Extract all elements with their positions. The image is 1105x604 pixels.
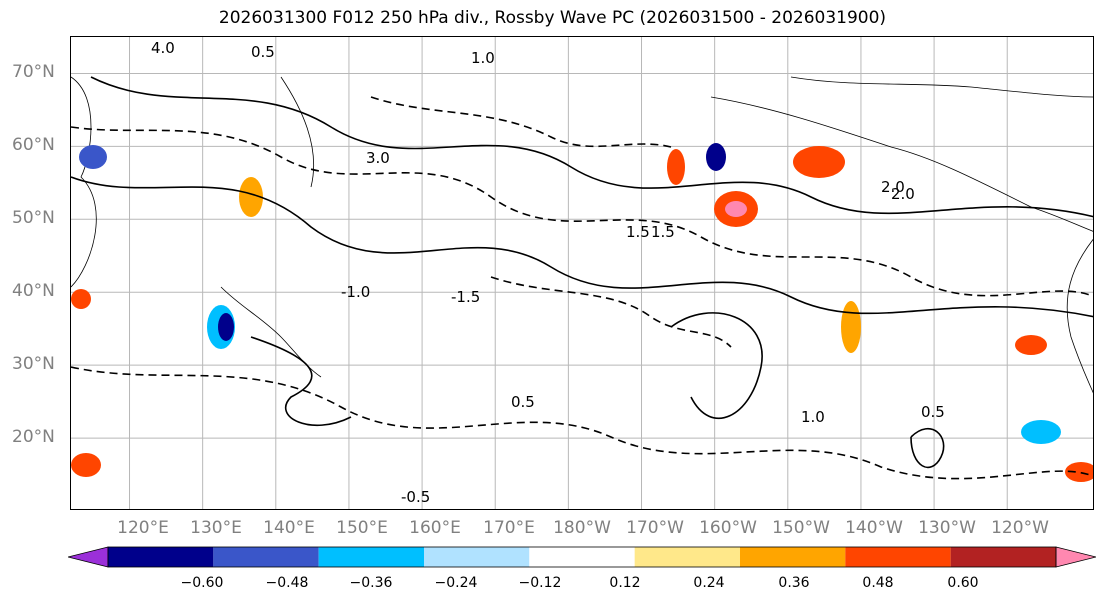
rossby-wave-contours: [71, 76, 1093, 480]
colorbar-tick-label: 0.48: [862, 575, 894, 591]
contour-positive: [910, 428, 945, 469]
shade-blob: [841, 301, 861, 353]
lat-label: 20°N: [12, 427, 55, 447]
contour-label: 3.0: [366, 149, 390, 167]
contour-negative: [71, 126, 1093, 298]
shade-blob: [1015, 335, 1047, 355]
contour-label: 1.5: [651, 223, 675, 241]
contour-positive: [250, 336, 352, 427]
colorbar-segment: [634, 547, 740, 567]
graticule: [71, 37, 1093, 509]
divergence-shading: [71, 143, 1093, 482]
lon-label: 140°W: [845, 518, 903, 538]
contour-negative: [71, 366, 1093, 480]
shade-blob: [239, 177, 263, 217]
lon-label: 140°E: [263, 518, 315, 538]
colorbar-tick-label: −0.48: [265, 575, 309, 591]
map-title: 2026031300 F012 250 hPa div., Rossby Wav…: [218, 8, 887, 28]
contour-label: -0.5: [401, 488, 430, 506]
map-canvas: 4.0 0.5 1.0 3.0 1.5 2.0 -0.5 -1.0 -1.5 2…: [71, 37, 1093, 509]
lat-label: 50°N: [12, 208, 55, 228]
contour-label: 1.0: [801, 408, 825, 426]
colorbar-segment: [740, 547, 846, 567]
colorbar-tick-label: 0.36: [778, 575, 810, 591]
shade-blob: [793, 146, 845, 178]
colorbar-segment: [213, 547, 319, 567]
coastline-arctic: [790, 76, 1093, 98]
contour-label: 2.0: [891, 185, 915, 203]
contour-label: 4.0: [151, 39, 175, 57]
shade-blob: [218, 313, 234, 341]
coastline-alaska: [710, 96, 1093, 232]
contour-negative: [370, 96, 672, 148]
contour-label: 0.5: [511, 393, 535, 411]
contour-label: 0.5: [921, 403, 945, 421]
lon-label: 120°E: [117, 518, 169, 538]
lon-label: 160°W: [699, 518, 757, 538]
colorbar-tick-label: 0.24: [693, 575, 725, 591]
contour-label: 1.5: [626, 223, 650, 241]
lon-label: 160°E: [409, 518, 461, 538]
colorbar-segment: [318, 547, 424, 567]
lon-label: 130°E: [190, 518, 242, 538]
shade-blob: [71, 289, 91, 309]
contour-label: 0.5: [251, 43, 275, 61]
colorbar-segment: [529, 547, 635, 567]
contour-label: 1.0: [471, 49, 495, 67]
shade-blob: [667, 149, 685, 185]
colorbar-segment: [424, 547, 530, 567]
contour-labels: 4.0 0.5 1.0 3.0 1.5 2.0 -0.5 -1.0 -1.5 2…: [151, 39, 945, 506]
contour-positive: [71, 176, 1093, 318]
shade-blob: [1021, 420, 1061, 444]
coastline-asia: [71, 76, 97, 288]
colorbar-tick-label: −0.12: [518, 575, 562, 591]
contour-positive: [90, 76, 1093, 218]
colorbar-tick-label: 0.60: [947, 575, 979, 591]
lon-label: 150°W: [772, 518, 830, 538]
colorbar: [68, 546, 1096, 568]
colorbar-segments: [68, 546, 1096, 568]
lat-label: 30°N: [12, 354, 55, 374]
shade-blob: [71, 453, 101, 477]
colorbar-extend-max: [1055, 546, 1096, 568]
shade-blob: [79, 145, 107, 169]
shade-blob: [1065, 462, 1093, 482]
colorbar-segment: [845, 547, 951, 567]
map-panel: 4.0 0.5 1.0 3.0 1.5 2.0 -0.5 -1.0 -1.5 2…: [70, 36, 1094, 510]
colorbar-segment: [108, 547, 214, 567]
lon-label: 120°W: [991, 518, 1049, 538]
contour-negative: [490, 276, 732, 348]
contour-positive: [670, 312, 763, 419]
contour-label: -1.5: [451, 288, 480, 306]
colorbar-tick-label: −0.60: [180, 575, 224, 591]
colorbar-tick-label: −0.36: [349, 575, 393, 591]
coastlines: [71, 76, 1093, 394]
lon-label: 130°W: [918, 518, 976, 538]
lat-label: 60°N: [12, 135, 55, 155]
lon-label: 150°E: [336, 518, 388, 538]
lon-label: 170°E: [483, 518, 535, 538]
shade-blob: [706, 143, 726, 171]
colorbar-tick-label: −0.24: [434, 575, 478, 591]
colorbar-extend-min: [68, 546, 109, 568]
lon-label: 170°W: [626, 518, 684, 538]
lat-label: 70°N: [12, 62, 55, 82]
coastline-north-america: [1066, 238, 1093, 394]
lat-label: 40°N: [12, 281, 55, 301]
contour-label: -1.0: [341, 283, 370, 301]
lon-label: 180°W: [553, 518, 611, 538]
colorbar-tick-label: 0.12: [609, 575, 641, 591]
shade-blob: [725, 201, 747, 217]
contour-label: 2.0: [881, 178, 905, 196]
colorbar-segment: [950, 547, 1056, 567]
coastline-kamchatka: [280, 76, 315, 188]
colorbar-frame: [107, 546, 1057, 568]
